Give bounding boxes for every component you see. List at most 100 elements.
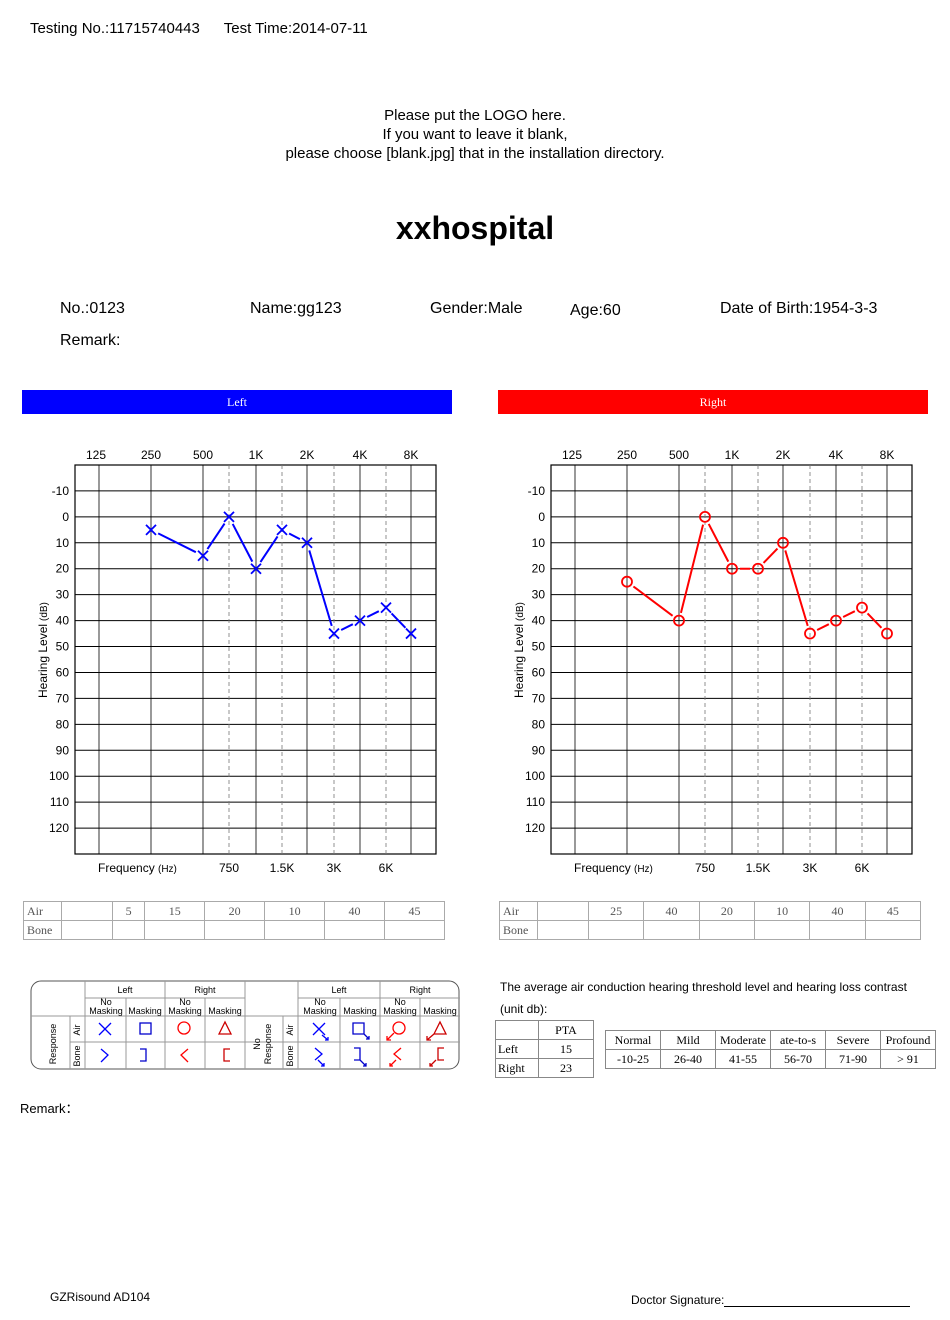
bone-row: Bone [23,920,445,940]
data-point-o [830,614,842,627]
legend-no-response: No [252,1038,262,1050]
bone-masked-right-icon [223,1048,230,1062]
value-cell: 20 [204,901,266,921]
y-axis-label: Hearing Level [512,624,526,698]
y-tick-label: 80 [56,717,70,731]
data-point-o [726,562,738,575]
y-tick-label: 30 [56,588,70,602]
x-tick-label: 125 [562,448,582,462]
legend-response: Response [48,1024,58,1065]
legend-left-heading: Left [331,985,347,995]
bone-masked-left-icon [140,1048,147,1062]
plot-frame [550,464,913,855]
bone-no-response-right-icon [389,1047,402,1067]
y-tick-label: 110 [526,795,545,809]
series-line-segment [784,550,809,627]
x-tick-label: 1K [725,448,740,462]
left-audiogram: -10 0 10 20 30 40 50 60 70 80 90 100 110 120 125 250 500… [36,448,437,875]
patient-name: Name:gg123 [250,300,342,317]
data-point-x [197,550,209,562]
right-ear-bar: Right [498,390,928,414]
pta-corner [495,1020,539,1040]
series-line-segment [707,523,730,563]
legend-no-masking: No [100,997,112,1007]
logo-placeholder-note: Please put the LOGO here. If you want to… [0,106,950,163]
y-tick-label: 80 [532,717,546,731]
value-cell [61,920,113,940]
pta-right-label: Right [495,1058,539,1078]
legend-masking: Masking [208,1006,242,1016]
right-audiogram: -10 0 10 20 30 40 50 60 70 80 90 100 110 120 125 250 500… [512,448,913,875]
x-tick-label: 3K [327,861,342,875]
x-tick-label: 250 [617,448,637,462]
x-tick-label: 750 [219,861,239,875]
value-cell: 10 [264,901,326,921]
data-point-x [223,511,235,523]
series-line-segment [762,547,779,564]
logo-note-line: If you want to leave it blank, [382,126,568,143]
x-tick-label: 6K [855,861,870,875]
value-cell: 5 [111,901,146,921]
data-point-o [777,536,789,549]
value-cell: 45 [384,901,445,921]
footer-remark: Remark： [20,1101,79,1116]
series-line-segment [842,610,856,618]
value-cell [864,920,922,940]
bone-row: Bone [499,920,922,940]
y-tick-label: 40 [56,614,70,628]
y-tick-label: 20 [532,562,546,576]
legend-bone: Bone [72,1045,82,1066]
legend-air: Air [72,1024,82,1035]
value-cell [264,920,326,940]
right-values-table: Air 25 40 20 10 40 45 Bone [499,901,922,940]
y-axis-label: Hearing Level [36,624,50,698]
bone-unmasked-left-icon [100,1048,109,1063]
x-tick-label: 2K [776,448,791,462]
value-cell [61,901,113,921]
data-point-x [301,537,313,549]
pta-right-value: 23 [538,1058,594,1078]
x-tick-label: 1.5K [270,861,295,875]
air-unmasked-right-icon [177,1021,191,1035]
pta-left-label: Left [495,1039,539,1059]
series-line-segment [157,532,197,554]
y-tick-label: 70 [56,691,70,705]
grade-label: ate-to-s [770,1030,826,1050]
value-cell: 45 [864,901,922,921]
legend-left-heading: Left [117,985,133,995]
legend-no-masking: Masking [168,1006,202,1016]
logo-note-line: please choose [blank.jpg] that in the in… [285,145,665,162]
series-line-segment [259,535,279,563]
hearing-loss-grade-table: Normal Mild Moderate ate-to-s Severe Pro… [605,1030,936,1069]
patient-age: Age:60 [570,302,621,319]
value-cell [698,920,755,940]
grade-label: Mild [660,1030,716,1050]
grade-range: -10-25 [605,1049,661,1069]
y-tick-label: 50 [56,640,70,654]
pta-header: PTA [538,1020,594,1040]
air-unmasked-left-icon [98,1022,112,1036]
data-point-o [673,614,685,627]
report-header: Testing No.:11715740443 Test Time:2014-0… [30,20,388,37]
series-line-segment [679,524,705,614]
air-no-response-left-icon [312,1022,329,1041]
legend-no-masking: Masking [303,1006,337,1016]
y-tick-label: 70 [532,691,546,705]
grade-label: Severe [825,1030,881,1050]
grade-range: > 91 [880,1049,936,1069]
x-tick-label: 6K [379,861,394,875]
series-line-segment [366,610,380,618]
y-tick-label: 0 [62,510,69,524]
data-point-x [405,627,417,640]
value-cell: 10 [753,901,811,921]
y-tick-label: -10 [52,484,70,498]
grade-label: Profound [880,1030,936,1050]
air-masked-no-response-left-icon [352,1022,370,1040]
legend-right-heading: Right [409,985,431,995]
test-time: Test Time:2014-07-11 [223,20,368,37]
data-point-o [752,562,764,575]
y-tick-label: -10 [528,484,546,498]
bone-masked-no-response-right-icon [429,1047,444,1067]
y-tick-label: 60 [532,665,546,679]
summary-caption: The average air conduction hearing thres… [500,980,907,994]
